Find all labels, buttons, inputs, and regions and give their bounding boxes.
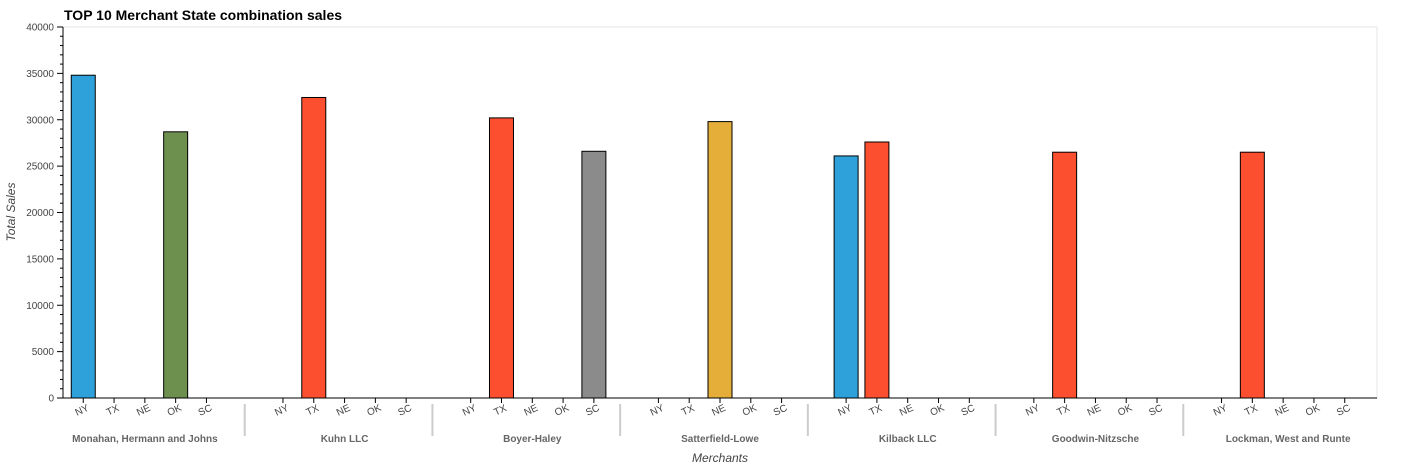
y-tick-label: 15000 — [26, 254, 54, 265]
group-label: Boyer-Haley — [503, 434, 562, 445]
group-label: Satterfield-Lowe — [681, 434, 759, 445]
y-tick-label: 0 — [48, 394, 54, 405]
x-tick-label-sc: SC — [396, 403, 413, 419]
y-tick-label: 25000 — [26, 162, 54, 173]
group-label: Monahan, Hermann and Johns — [72, 434, 218, 445]
x-tick-label-tx: TX — [305, 403, 322, 419]
x-tick-label-sc: SC — [1147, 403, 1164, 419]
y-tick-label: 35000 — [26, 69, 54, 80]
y-tick-label: 10000 — [26, 301, 54, 312]
chart-title: TOP 10 Merchant State combination sales — [64, 7, 342, 23]
y-tick-label: 30000 — [26, 115, 54, 126]
x-tick-label-tx: TX — [1055, 403, 1072, 419]
y-axis: 0 5000 10000 15000 20000 25000 30000 35000 40000 — [26, 23, 64, 405]
x-axis-title: Merchants — [692, 451, 748, 465]
x-tick-label-ny: NY — [1024, 403, 1042, 419]
x-tick-label-sc: SC — [772, 403, 789, 419]
x-tick-label-ny: NY — [74, 403, 92, 419]
x-tick-label-ny: NY — [273, 403, 291, 419]
x-tick-label-sc: SC — [960, 403, 977, 419]
x-tick-label-sc: SC — [1335, 403, 1352, 419]
x-tick-label-tx: TX — [680, 403, 697, 419]
bar-tx[interactable] — [301, 96, 327, 399]
x-tick-label-sc: SC — [584, 403, 601, 419]
x-tick-label-tx: TX — [105, 403, 122, 419]
x-tick-label-ne: NE — [898, 403, 916, 419]
x-tick-label-ok: OK — [929, 403, 947, 419]
x-tick-label-tx: TX — [492, 403, 509, 419]
x-tick-label-ny: NY — [649, 403, 667, 419]
x-tick-label-ne: NE — [1273, 403, 1291, 419]
x-tick-label-ok: OK — [365, 403, 383, 419]
bar-tx[interactable] — [1052, 151, 1078, 399]
bar-sc[interactable] — [581, 150, 607, 399]
y-tick-label: 40000 — [26, 23, 54, 34]
x-tick-label-ok: OK — [1116, 403, 1134, 419]
y-tick-label: 20000 — [26, 208, 54, 219]
y-axis-title: Total Sales — [4, 183, 18, 242]
x-tick-label-ne: NE — [335, 403, 353, 419]
x-tick-label-ny: NY — [461, 403, 479, 419]
bar-tx[interactable] — [864, 141, 890, 399]
x-tick-label-ne: NE — [1086, 403, 1104, 419]
group-label: Kuhn LLC — [321, 434, 369, 445]
bar-ny[interactable] — [833, 155, 859, 399]
x-tick-label-ok: OK — [1304, 403, 1322, 419]
y-tick-label: 5000 — [32, 347, 55, 358]
x-tick-label-ok: OK — [166, 403, 184, 419]
x-tick-label-ny: NY — [836, 403, 854, 419]
x-tick-label-tx: TX — [1243, 403, 1260, 419]
group-label: Kilback LLC — [879, 434, 937, 445]
x-tick-label-ny: NY — [1212, 403, 1230, 419]
x-tick-label-ok: OK — [553, 403, 571, 419]
bar-tx[interactable] — [488, 117, 514, 399]
group-label: Goodwin-Nitzsche — [1052, 434, 1140, 445]
x-tick-label-ne: NE — [710, 403, 728, 419]
x-tick-label-sc: SC — [197, 403, 214, 419]
bars — [70, 74, 1265, 399]
group-label: Lockman, West and Runte — [1226, 434, 1351, 445]
bar-ne[interactable] — [707, 121, 733, 399]
x-tick-label-ok: OK — [741, 403, 759, 419]
x-tick-label-tx: TX — [868, 403, 885, 419]
x-tick-label-ne: NE — [523, 403, 541, 419]
x-tick-label-ne: NE — [135, 403, 153, 419]
x-axis: NY TX NE OK SC Monahan, Hermann and Johns NY TX… — [63, 397, 1377, 445]
bar-ok[interactable] — [163, 131, 189, 399]
bar-ny[interactable] — [70, 74, 96, 399]
bar-tx[interactable] — [1239, 151, 1265, 399]
